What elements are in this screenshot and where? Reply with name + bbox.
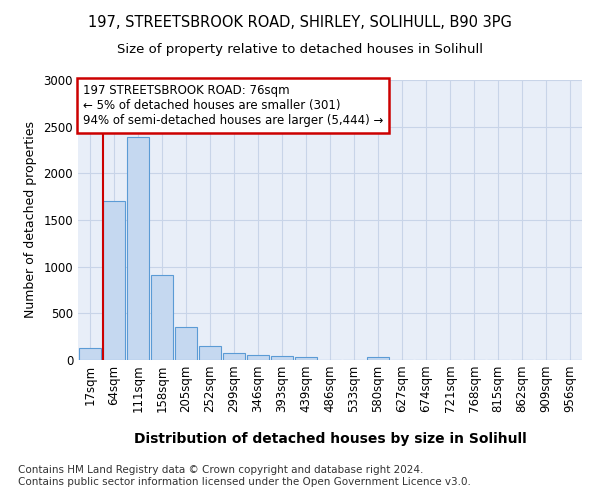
Bar [127,137,149,360]
Bar [223,352,245,360]
Text: 197 STREETSBROOK ROAD: 76sqm
← 5% of detached houses are smaller (301)
94% of se: 197 STREETSBROOK ROAD: 76sqm ← 5% of det… [83,84,383,127]
Bar [271,356,293,360]
Bar [199,346,221,360]
Bar [103,202,125,360]
Text: Size of property relative to detached houses in Solihull: Size of property relative to detached ho… [117,42,483,56]
Bar [247,355,269,360]
Text: Distribution of detached houses by size in Solihull: Distribution of detached houses by size … [134,432,526,446]
Bar [79,348,101,360]
Text: Contains HM Land Registry data © Crown copyright and database right 2024.
Contai: Contains HM Land Registry data © Crown c… [18,465,471,486]
Bar [295,356,317,360]
Bar [151,275,173,360]
Bar [175,327,197,360]
Text: 197, STREETSBROOK ROAD, SHIRLEY, SOLIHULL, B90 3PG: 197, STREETSBROOK ROAD, SHIRLEY, SOLIHUL… [88,15,512,30]
Y-axis label: Number of detached properties: Number of detached properties [23,122,37,318]
Bar [367,357,389,360]
